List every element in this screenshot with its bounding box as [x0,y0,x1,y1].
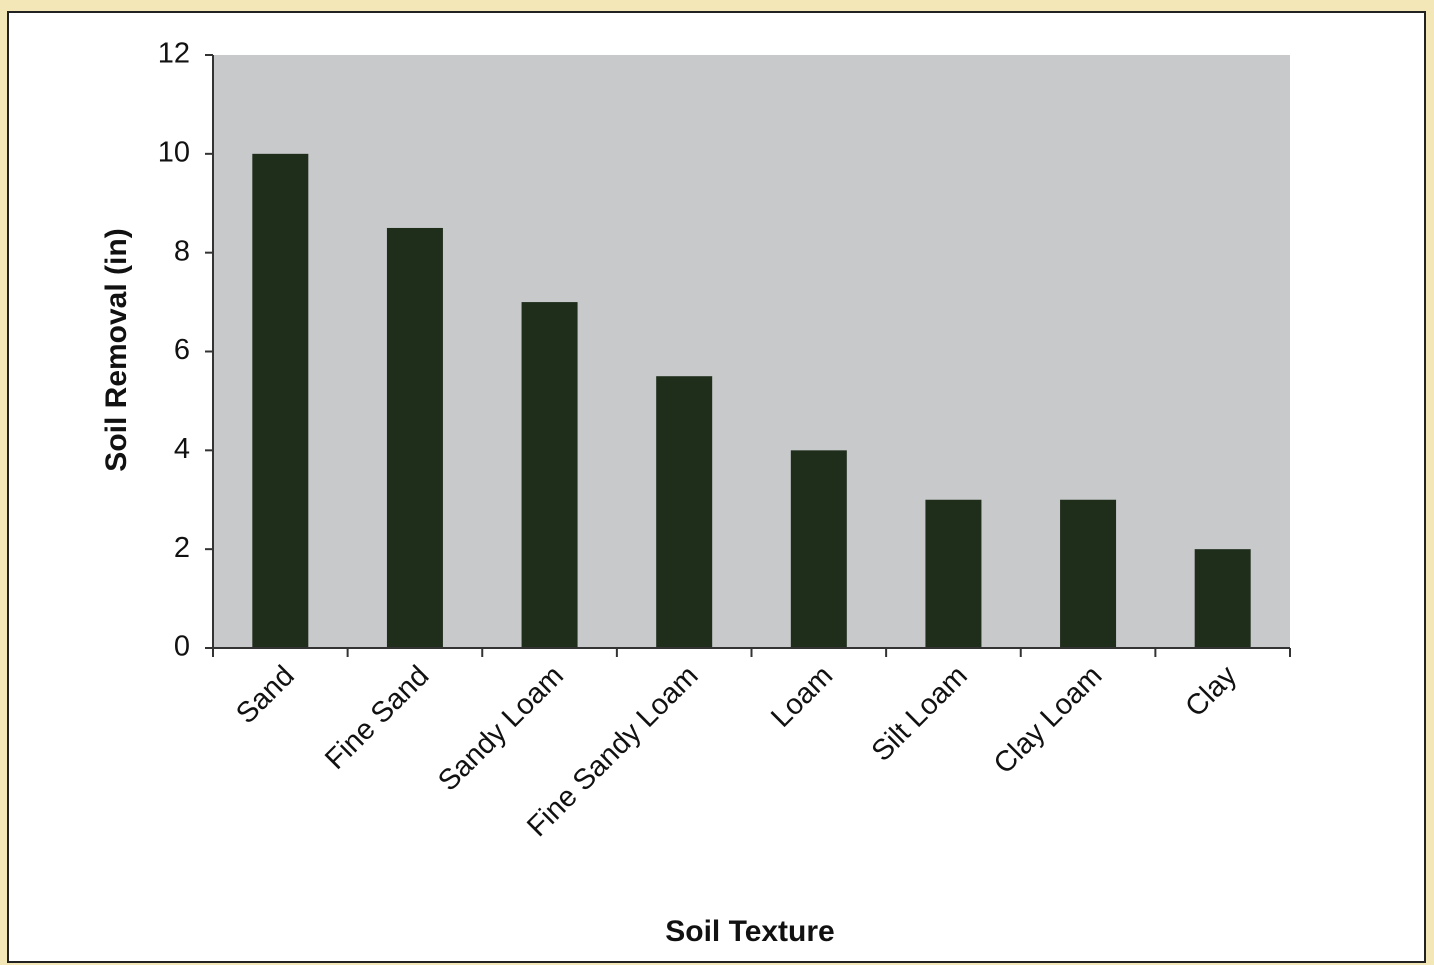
bar [1060,499,1117,648]
bar [925,499,982,648]
plot-area [213,55,1290,648]
bar [521,302,578,648]
x-axis-title: Soil Texture [665,915,834,948]
y-tick-label: 0 [174,631,190,663]
y-tick-label: 12 [158,38,190,70]
y-axis-title: Soil Removal (in) [100,228,133,471]
bar [386,227,443,649]
y-tick-label: 8 [174,235,190,267]
bar [252,153,309,649]
bar [656,376,713,648]
y-tick-label: 6 [174,334,190,366]
bar [790,450,847,648]
y-tick-label: 4 [174,433,190,465]
bar [1194,549,1251,648]
y-tick-label: 10 [158,136,190,168]
y-tick-label: 2 [174,532,190,564]
